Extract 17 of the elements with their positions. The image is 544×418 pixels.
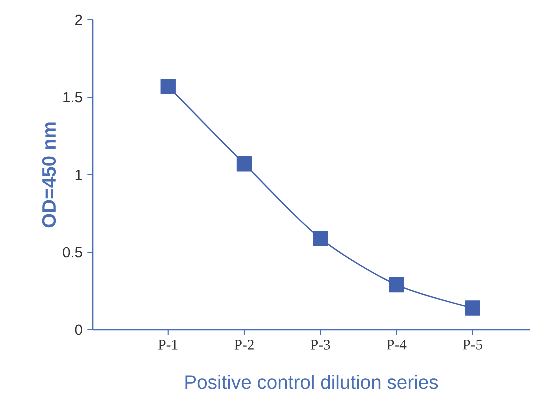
x-tick-label: P-1 [158,340,178,350]
point [236,156,252,172]
x-tick-label: P-2 [234,340,254,350]
point [389,277,404,293]
x-tick-label: P-4 [386,340,407,350]
x-tick-label: P-3 [310,340,330,350]
y-axis-title: OD=450 nm [42,122,56,228]
y-tick-label: 1.5 [64,92,82,103]
x-tick-label: P-5 [463,340,482,350]
y-tick-label: 2 [76,14,82,26]
y-tick-label: 1 [76,170,82,180]
point [160,79,176,94]
point [465,300,480,316]
x-axis-title: Positive control dilution series [186,375,438,390]
y-tick-label: 0 [75,324,82,336]
y-tick-label: 0.5 [63,247,82,258]
point [313,230,328,246]
